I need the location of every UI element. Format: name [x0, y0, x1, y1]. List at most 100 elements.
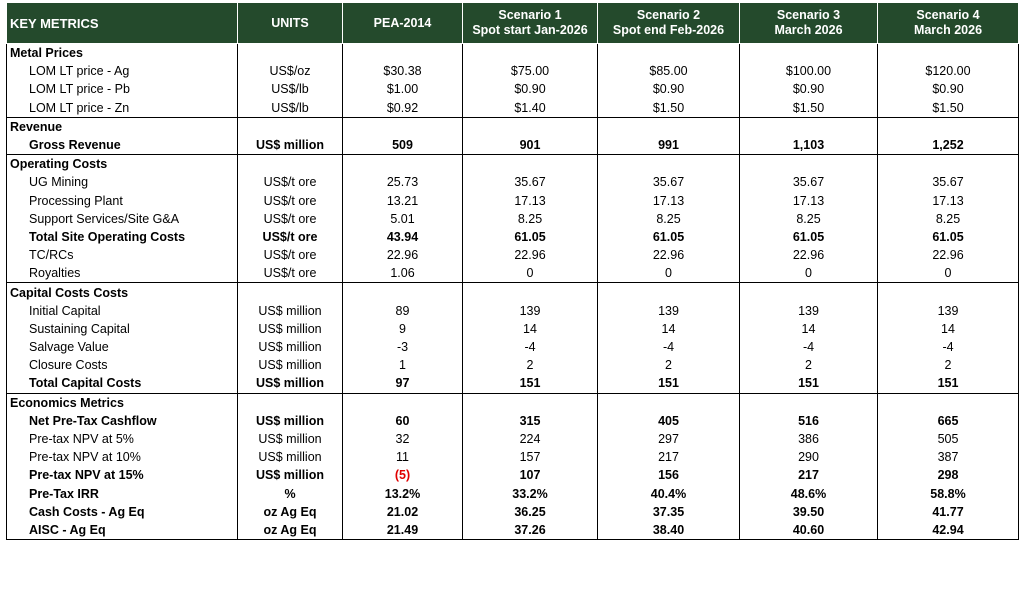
pea-2014-cell: (5)	[342, 466, 463, 485]
header-scenario-2: Scenario 2 Spot end Feb-2026	[597, 2, 740, 44]
scenario-4-cell: 151	[877, 374, 1019, 394]
scenario-4-cell: 41.77	[877, 502, 1019, 521]
units-cell: US$ million	[237, 448, 343, 467]
metric-label: UG Mining	[6, 173, 238, 192]
units-cell: US$/t ore	[237, 173, 343, 192]
scenario-2-cell	[597, 392, 740, 412]
pea-2014-cell: 13.2%	[342, 484, 463, 503]
units-cell: US$/t ore	[237, 246, 343, 265]
table-row: LOM LT price - Zn US$/lb $0.92 $1.40 $1.50 $1…	[6, 98, 1019, 118]
scenario-1-cell: 139	[462, 301, 598, 320]
table-row: Pre-Tax IRR% 13.2% 33.2% 40.4% 48.6% 58.8%	[6, 484, 1019, 503]
header-scenario-3-title: Scenario 3	[776, 8, 841, 22]
table-row: LOM LT price - Ag US$/oz $30.38 $75.00 $85.0…	[6, 62, 1019, 81]
scenario-3-cell: 22.96	[739, 246, 878, 265]
pea-2014-cell: 43.94	[342, 227, 463, 247]
table-row: Pre-tax NPV at 5% US$ million 32 224 297 386 5…	[6, 429, 1019, 449]
scenario-2-cell: 405	[597, 411, 740, 430]
scenario-2-cell: 2	[597, 356, 740, 375]
scenario-4-cell: 665	[877, 411, 1019, 430]
scenario-3-cell: 386	[739, 429, 878, 449]
scenario-4-cell: $120.00	[877, 62, 1019, 81]
table-row: LOM LT price - Pb US$/lb $1.00 $0.90 $0.90 $0…	[6, 80, 1019, 99]
header-scenario-4-title: Scenario 4	[916, 8, 980, 22]
scenario-3-cell: 2	[739, 356, 878, 375]
scenario-3-cell: $0.90	[739, 80, 878, 99]
section-header-row: Metal Prices	[6, 43, 1019, 63]
scenario-2-cell: 217	[597, 448, 740, 467]
header-scenario-4-subtitle: March 2026	[913, 23, 983, 37]
pea-2014-cell: 60	[342, 411, 463, 430]
scenario-3-cell: 290	[739, 448, 878, 467]
scenario-1-cell: $75.00	[462, 62, 598, 81]
section-header-row: Operating Costs	[6, 154, 1019, 174]
scenario-3-cell: 39.50	[739, 502, 878, 521]
metric-label: Initial Capital	[6, 301, 238, 320]
scenario-3-cell: $100.00	[739, 62, 878, 81]
scenario-1-cell	[462, 282, 598, 302]
scenario-2-cell: 991	[597, 135, 740, 155]
scenario-2-cell	[597, 282, 740, 302]
scenario-2-cell: 8.25	[597, 209, 740, 228]
table-row: AISC - Ag Eq oz Ag Eq 21.49 37.26 38.40 40.60…	[6, 520, 1019, 541]
header-pea-2014-label: PEA-2014	[373, 15, 432, 30]
header-units: UNITS	[237, 2, 343, 44]
scenario-4-cell: 139	[877, 301, 1019, 320]
metric-label: Total Capital Costs	[6, 374, 238, 394]
scenario-1-cell: 17.13	[462, 191, 598, 210]
scenario-1-cell: 107	[462, 466, 598, 485]
pea-2014-cell	[342, 116, 463, 136]
scenario-4-cell: 61.05	[877, 227, 1019, 247]
pea-2014-cell: 21.02	[342, 502, 463, 521]
metric-label: Sustaining Capital	[6, 319, 238, 338]
scenario-2-cell: 22.96	[597, 246, 740, 265]
table-row: Support Services/Site G&A US$/t ore 5.01 8.…	[6, 209, 1019, 228]
scenario-1-cell: 33.2%	[462, 484, 598, 503]
units-cell: US$/t ore	[237, 209, 343, 228]
table-row: Net Pre-Tax Cashflow US$ million 60 315 405 5…	[6, 411, 1019, 430]
scenario-2-cell: 156	[597, 466, 740, 485]
metric-label: LOM LT price - Pb	[6, 80, 238, 99]
pea-2014-cell	[342, 43, 463, 63]
table-row: TC/RCs US$/t ore 22.96 22.96 22.96 22.96 22.96	[6, 246, 1019, 265]
table-row: Pre-tax NPV at 10% US$ million 11 157 217 290…	[6, 448, 1019, 467]
header-scenario-3-subtitle: March 2026	[774, 23, 843, 37]
units-cell: oz Ag Eq	[237, 502, 343, 521]
units-cell: US$ million	[237, 374, 343, 394]
scenario-1-cell: 151	[462, 374, 598, 394]
pea-2014-cell: -3	[342, 338, 463, 357]
scenario-3-cell	[739, 43, 878, 63]
scenario-4-cell: 2	[877, 356, 1019, 375]
scenario-2-cell: 35.67	[597, 173, 740, 192]
scenario-4-cell: 22.96	[877, 246, 1019, 265]
units-cell: US$ million	[237, 411, 343, 430]
metric-label: Pre-tax NPV at 15%	[6, 466, 238, 485]
metric-label: Net Pre-Tax Cashflow	[6, 411, 238, 430]
metric-label: Support Services/Site G&A	[6, 209, 238, 228]
scenario-2-cell	[597, 154, 740, 174]
scenario-3-cell: 516	[739, 411, 878, 430]
pea-2014-cell: $1.00	[342, 80, 463, 99]
table-row: Sustaining Capital US$ million 9 14 14 14 14	[6, 319, 1019, 338]
header-scenario-2-subtitle: Spot end Feb-2026	[612, 23, 725, 37]
pea-2014-cell: 1.06	[342, 264, 463, 283]
scenario-2-cell: $0.90	[597, 80, 740, 99]
scenario-2-cell: 151	[597, 374, 740, 394]
metric-label: Processing Plant	[6, 191, 238, 210]
pea-2014-cell: $0.92	[342, 98, 463, 118]
section-title: Metal Prices	[6, 43, 238, 63]
scenario-3-cell: -4	[739, 338, 878, 357]
units-cell: US$ million	[237, 301, 343, 320]
scenario-3-cell: 1,103	[739, 135, 878, 155]
metric-label: Salvage Value	[6, 338, 238, 357]
header-scenario-1: Scenario 1 Spot start Jan-2026	[462, 2, 598, 44]
table-row: UG Mining US$/t ore 25.73 35.67 35.67 35.67 35…	[6, 173, 1019, 192]
header-units-label: UNITS	[271, 15, 309, 30]
metric-label: LOM LT price - Zn	[6, 98, 238, 118]
scenario-1-cell: 8.25	[462, 209, 598, 228]
scenario-2-cell: 40.4%	[597, 484, 740, 503]
scenario-1-cell: -4	[462, 338, 598, 357]
scenario-1-cell	[462, 116, 598, 136]
scenario-3-cell: 17.13	[739, 191, 878, 210]
units-cell: US$ million	[237, 338, 343, 357]
